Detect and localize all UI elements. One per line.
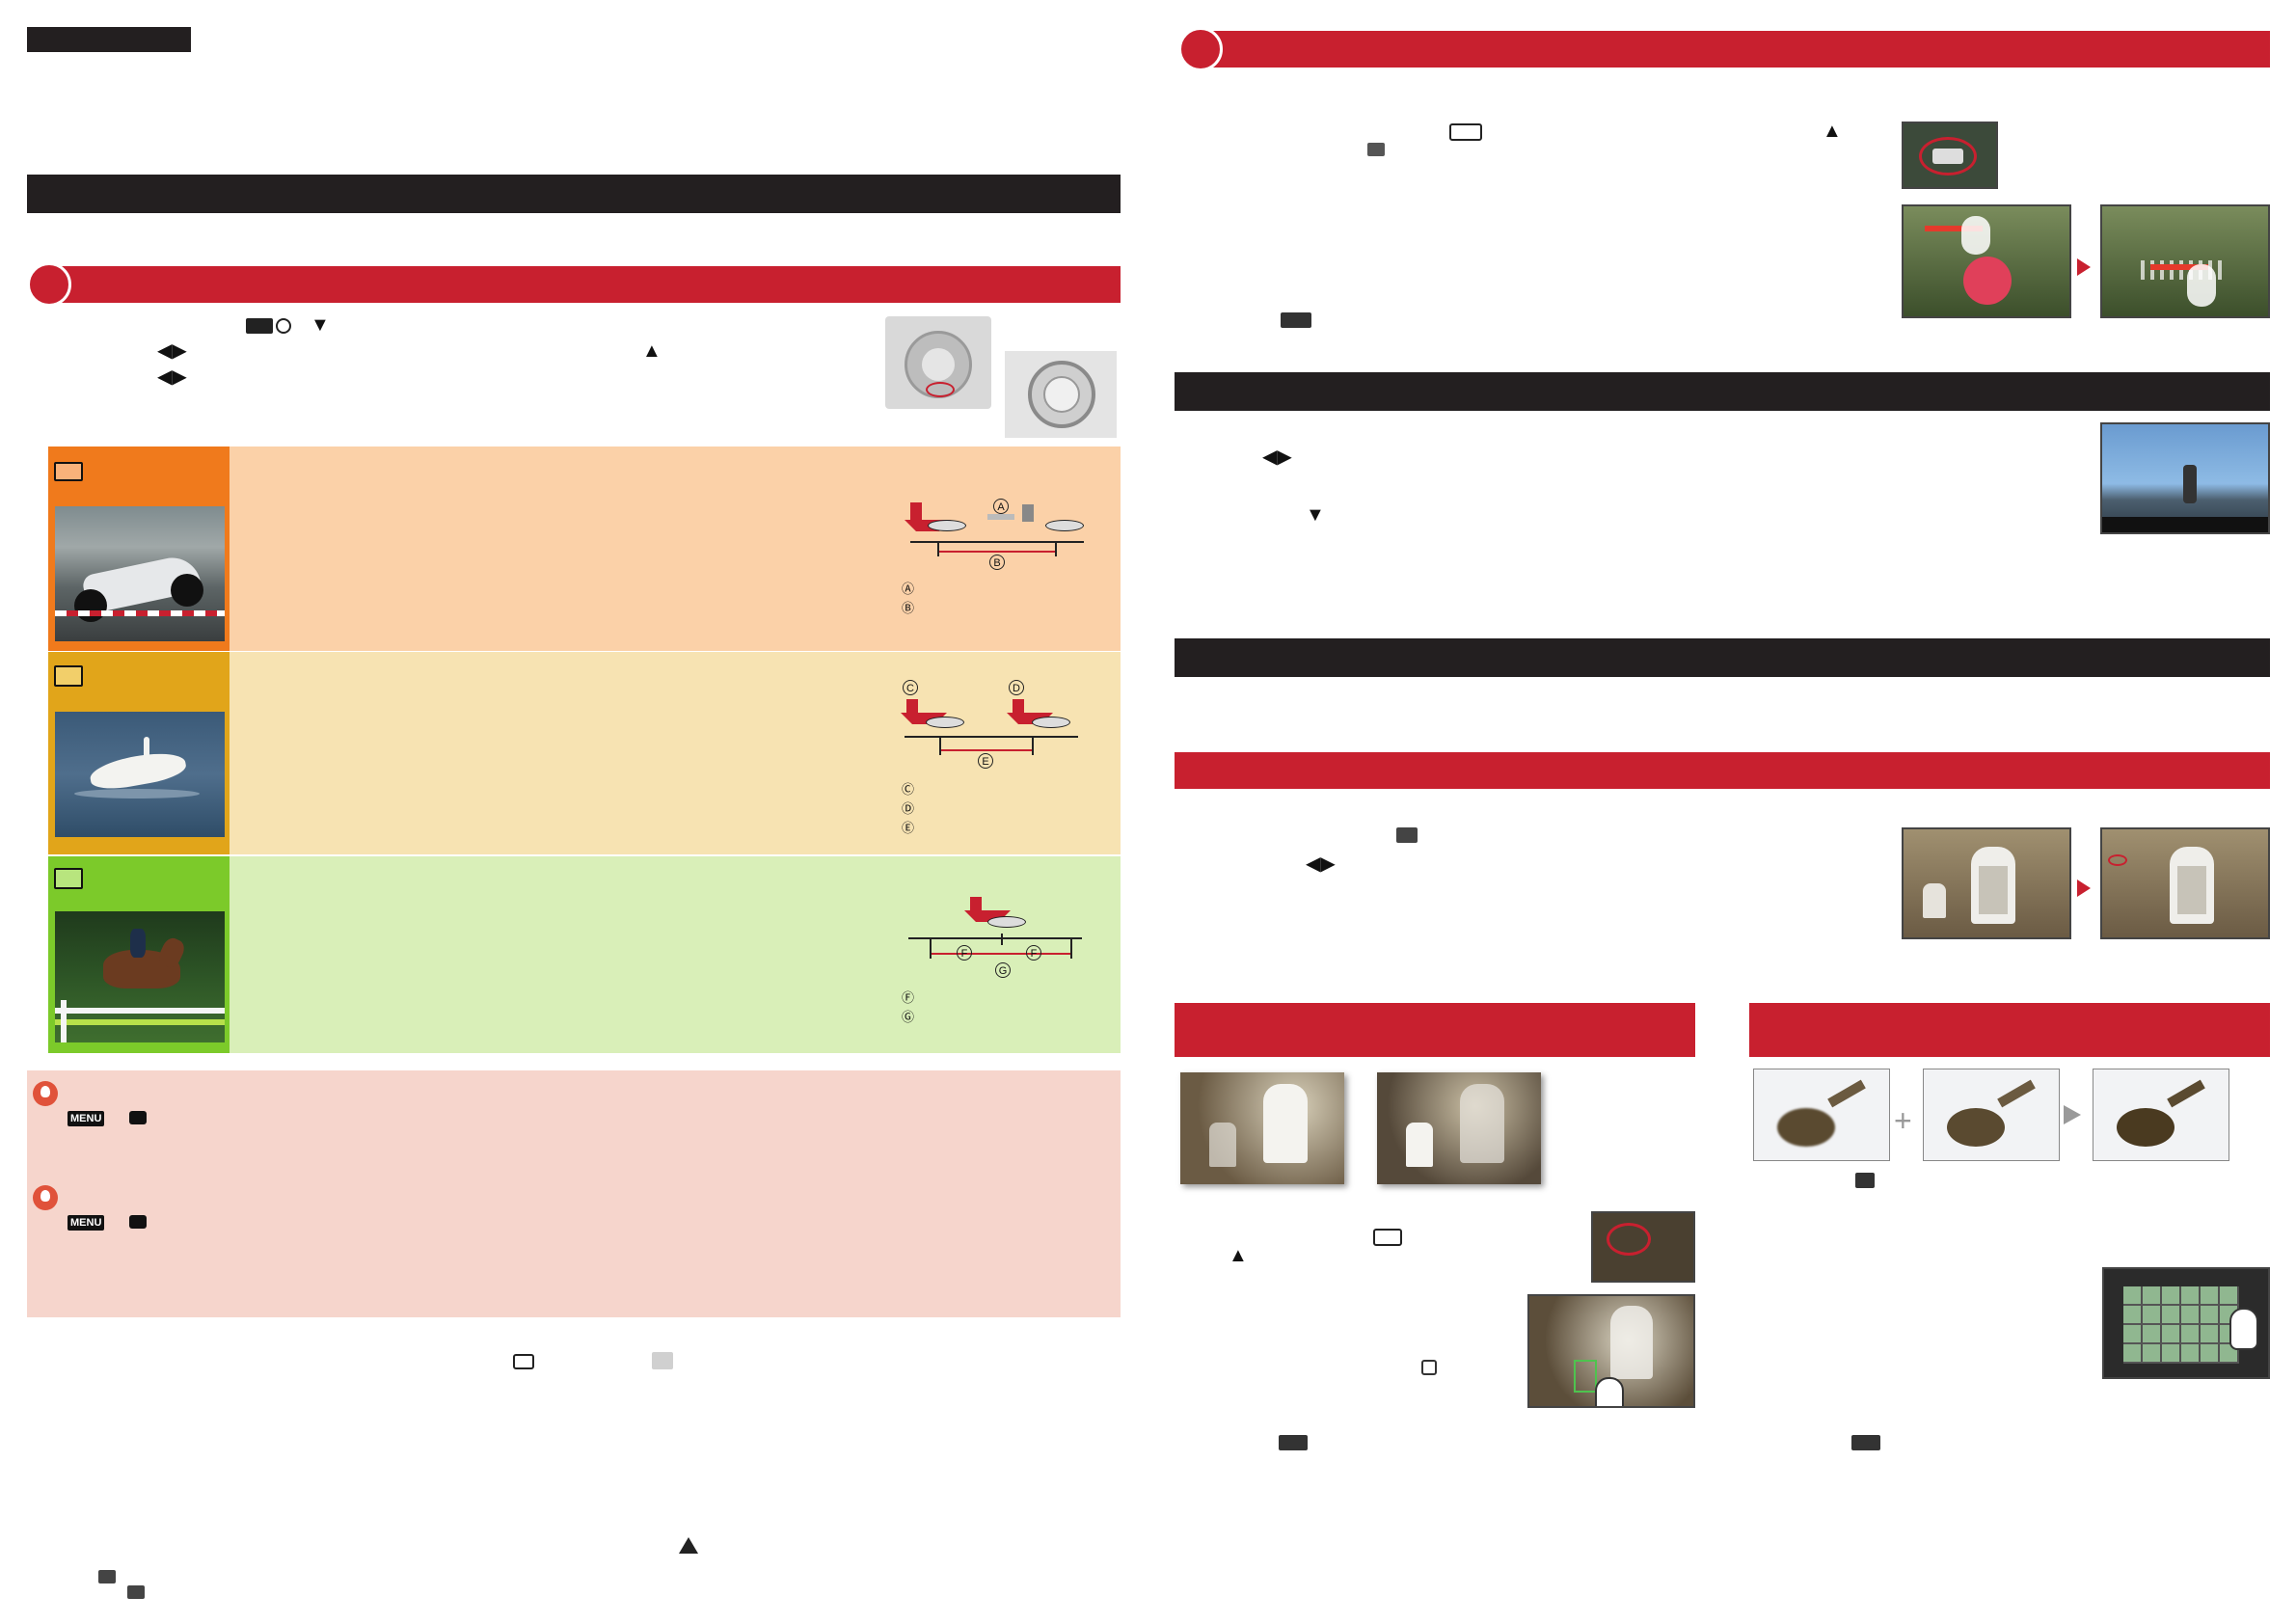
section-red-bar-4k: [42, 266, 1121, 303]
caption-letter-e: Ⓔ: [902, 821, 915, 835]
single-frame-icon: [513, 1354, 534, 1369]
subsection-bar-focus-stacking: [1749, 1003, 2270, 1057]
burst-ss-timing-diagram: C D E: [901, 680, 1094, 776]
arrow-icon: [2064, 1105, 2081, 1124]
menu-icon: MENU: [68, 1111, 105, 1126]
camera-icon: [129, 1111, 147, 1124]
race-car-photo: [55, 506, 225, 641]
hand-touch-icon: [1595, 1377, 1624, 1406]
focus-stacking-icon: [1855, 1173, 1875, 1188]
caption-letter-c: Ⓒ: [902, 782, 915, 797]
caption-letter-g: Ⓖ: [902, 1010, 915, 1024]
section-number-circle: [27, 262, 71, 307]
section-red-bar-selecting: [1200, 31, 2270, 68]
4k-mode-icon: [246, 318, 273, 334]
left-right-arrow-icon: ◀▶: [157, 340, 187, 362]
focus-mode-icon: [652, 1352, 673, 1369]
subsection-bar-post-focus: [1175, 1003, 1695, 1057]
save-icon: [1279, 1435, 1308, 1450]
left-right-arrow-icon: ◀▶: [1262, 447, 1292, 468]
up-arrow-icon: ▲: [642, 340, 662, 362]
section-header-bar: [1175, 372, 2270, 411]
pre-burst-timing-diagram: F F G: [901, 895, 1094, 991]
caption-letter-a: Ⓐ: [902, 582, 915, 596]
caption-letter-b: Ⓑ: [902, 601, 915, 615]
burst-file-icon: [1367, 143, 1385, 156]
diagram-letter-f: F: [1026, 945, 1041, 961]
diagram-letter-b: B: [989, 555, 1005, 570]
diagram-letter-g: G: [995, 962, 1011, 978]
brooch-photo-1: [1753, 1069, 1890, 1161]
post-focus-select-icon: [1373, 1229, 1402, 1246]
plus-icon: +: [1894, 1103, 1912, 1138]
lantern-screen-1: [1902, 827, 2071, 939]
up-arrow-icon: ▲: [1823, 121, 1842, 142]
burst-timing-diagram: A B: [901, 487, 1094, 593]
left-right-arrow-icon: ◀▶: [157, 366, 187, 388]
burst-slide-screen-2: [2100, 204, 2270, 318]
hint-icon: [33, 1185, 58, 1210]
top-left-tag: [27, 27, 191, 52]
camera-dial-illustration: [885, 316, 991, 409]
camera-icon: [129, 1215, 147, 1229]
warning-triangle-icon: [679, 1537, 698, 1554]
lantern-screen-2: [2100, 827, 2270, 939]
camera-lcd-small: [1902, 122, 1998, 189]
4k-burst-ss-icon: [54, 665, 83, 687]
lantern-photo-blur-2: [1377, 1072, 1541, 1184]
caption-letter-d: Ⓓ: [902, 801, 915, 816]
jump-photo-screen: [2100, 422, 2270, 534]
burst-slide-screen: [1902, 204, 2071, 318]
diagram-letter-c: C: [903, 680, 918, 695]
menu-icon: MENU: [68, 1215, 105, 1231]
focus-stacking-grid-screen: [2102, 1267, 2270, 1379]
left-right-arrow-icon: ◀▶: [1306, 853, 1336, 875]
caption-letter-f: Ⓕ: [902, 990, 915, 1005]
section-header-bar: [1175, 638, 2270, 677]
section-header-bar: [27, 175, 1121, 213]
hint-icon: [33, 1081, 58, 1106]
slide-view-icon: [1281, 312, 1311, 328]
4k-burst-icon: [54, 462, 83, 481]
zoom-icon: [1421, 1360, 1437, 1375]
section-number-circle: [1178, 27, 1223, 71]
4k-photo-icon: [127, 1585, 145, 1599]
4k-photo-icon: [98, 1570, 116, 1583]
up-arrow-icon: ▲: [1229, 1245, 1248, 1266]
shutter-button-illustration: [1005, 351, 1117, 438]
4k-photo-select-icon: [1449, 123, 1482, 141]
self-timer-icon: [276, 318, 291, 334]
post-focus-icon: [1396, 827, 1418, 843]
save-icon: [1851, 1435, 1880, 1450]
post-focus-lcd-small: [1591, 1211, 1695, 1283]
diagram-letter-a: A: [993, 499, 1009, 514]
brooch-photo-result: [2093, 1069, 2229, 1161]
diagram-letter-d: D: [1009, 680, 1024, 695]
notes-panel: [27, 1070, 1121, 1317]
arrow-icon: [2077, 258, 2091, 276]
section-red-bar-post-focus: [1175, 752, 2270, 789]
down-arrow-icon: ▼: [311, 314, 330, 336]
post-focus-touch-screen: [1527, 1294, 1695, 1408]
horse-jump-photo: [55, 911, 225, 1042]
lantern-photo-blur-1: [1180, 1072, 1344, 1184]
diagram-letter-e: E: [978, 753, 993, 769]
diagram-letter-f: F: [957, 945, 972, 961]
hand-touch-icon: [2229, 1308, 2258, 1350]
swan-photo: [55, 712, 225, 837]
brooch-photo-2: [1923, 1069, 2060, 1161]
arrow-icon: [2077, 880, 2091, 897]
4k-pre-burst-icon: [54, 868, 83, 889]
down-arrow-icon: ▼: [1306, 504, 1325, 526]
